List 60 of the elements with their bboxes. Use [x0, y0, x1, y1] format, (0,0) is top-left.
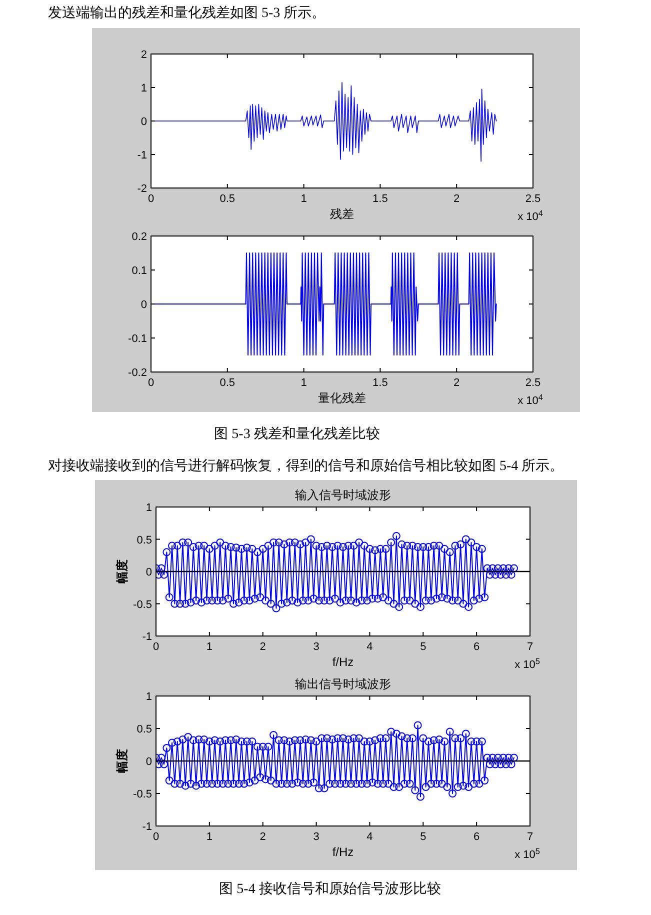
x-tick-label: 6 — [474, 641, 480, 653]
x-tick-label: 2 — [260, 831, 266, 843]
chart-title: 输出信号时域波形 — [295, 677, 391, 691]
x-axis-title: f/Hz — [332, 655, 354, 669]
y-tick-label: 0 — [146, 756, 152, 768]
y-tick-label: 0 — [140, 116, 147, 128]
y-tick-label: 0.5 — [136, 724, 152, 736]
y-tick-label: -1 — [137, 150, 147, 162]
x-tick-label: 5 — [420, 831, 426, 843]
y-axis-title: 幅度 — [115, 749, 129, 773]
x-tick-label: 5 — [420, 641, 426, 653]
x-axis-title: 量化残差 — [318, 391, 366, 405]
text: 发送端输出的残差和量化残差如图 5-3 所示。 — [48, 5, 326, 21]
y-tick-label: -1 — [142, 631, 152, 643]
y-tick-label: 0.1 — [132, 265, 147, 277]
y-tick-label: 0 — [140, 299, 147, 311]
x-tick-label: 7 — [526, 641, 534, 653]
x-tick-label: 1 — [300, 193, 307, 205]
y-tick-label: -0.2 — [128, 367, 147, 379]
y-tick-label: -1 — [142, 821, 152, 833]
x-tick-label: 0.5 — [220, 377, 236, 389]
text: x 10$^{4}$ — [518, 208, 544, 223]
y-tick-label: 0.5 — [136, 534, 152, 546]
x-tick-label: 4 — [366, 641, 373, 653]
x-tick-label: 6 — [474, 831, 480, 843]
x-tick-label: 3 — [313, 641, 320, 653]
x-tick-label: 1 — [206, 831, 212, 843]
x-tick-label: 2.5 — [525, 377, 541, 389]
y-tick-label: 2 — [140, 49, 147, 61]
caption: 图 5-4 接收信号和原始信号波形比较 — [219, 881, 441, 897]
y-tick-label: 1 — [146, 691, 152, 703]
y-axis-title: 幅度 — [115, 560, 129, 584]
x-tick-label: 2.5 — [525, 193, 541, 205]
y-tick-label: 0.2 — [132, 231, 147, 243]
x-tick-label: 2 — [260, 641, 266, 653]
text: x 10$^{5}$ — [514, 656, 540, 671]
x-tick-label: 0.5 — [220, 193, 236, 205]
x-axis-title: f/Hz — [332, 845, 354, 859]
text: x 10$^{4}$ — [518, 392, 544, 407]
y-tick-label: -0.5 — [133, 598, 152, 611]
x-tick-label: 3 — [313, 831, 320, 843]
x-tick-label: 1 — [300, 377, 307, 389]
x-tick-label: 4 — [366, 831, 373, 843]
x-tick-label: 1.5 — [372, 193, 388, 205]
y-tick-label: 1 — [146, 502, 152, 514]
y-tick-label: -0.5 — [133, 788, 152, 800]
y-tick-label: 0 — [146, 566, 152, 578]
text: x 10$^{5}$ — [514, 846, 540, 861]
y-tick-label: -2 — [137, 183, 147, 195]
x-axis-title: 残差 — [330, 207, 354, 221]
y-tick-label: -0.1 — [128, 333, 147, 345]
x-tick-label: 7 — [526, 831, 534, 843]
text: 对接收端接收到的信号进行解码恢复，得到的信号和原始信号相比较如图 5-4 所示。 — [48, 458, 564, 474]
x-tick-label: 1 — [206, 641, 212, 653]
x-tick-label: 2 — [454, 193, 460, 205]
caption: 图 5-3 残差和量化残差比较 — [214, 426, 380, 442]
y-tick-label: 1 — [140, 82, 147, 94]
x-tick-label: 1.5 — [372, 377, 388, 389]
chart-title: 输入信号时域波形 — [295, 488, 391, 502]
x-tick-label: 2 — [454, 377, 460, 389]
